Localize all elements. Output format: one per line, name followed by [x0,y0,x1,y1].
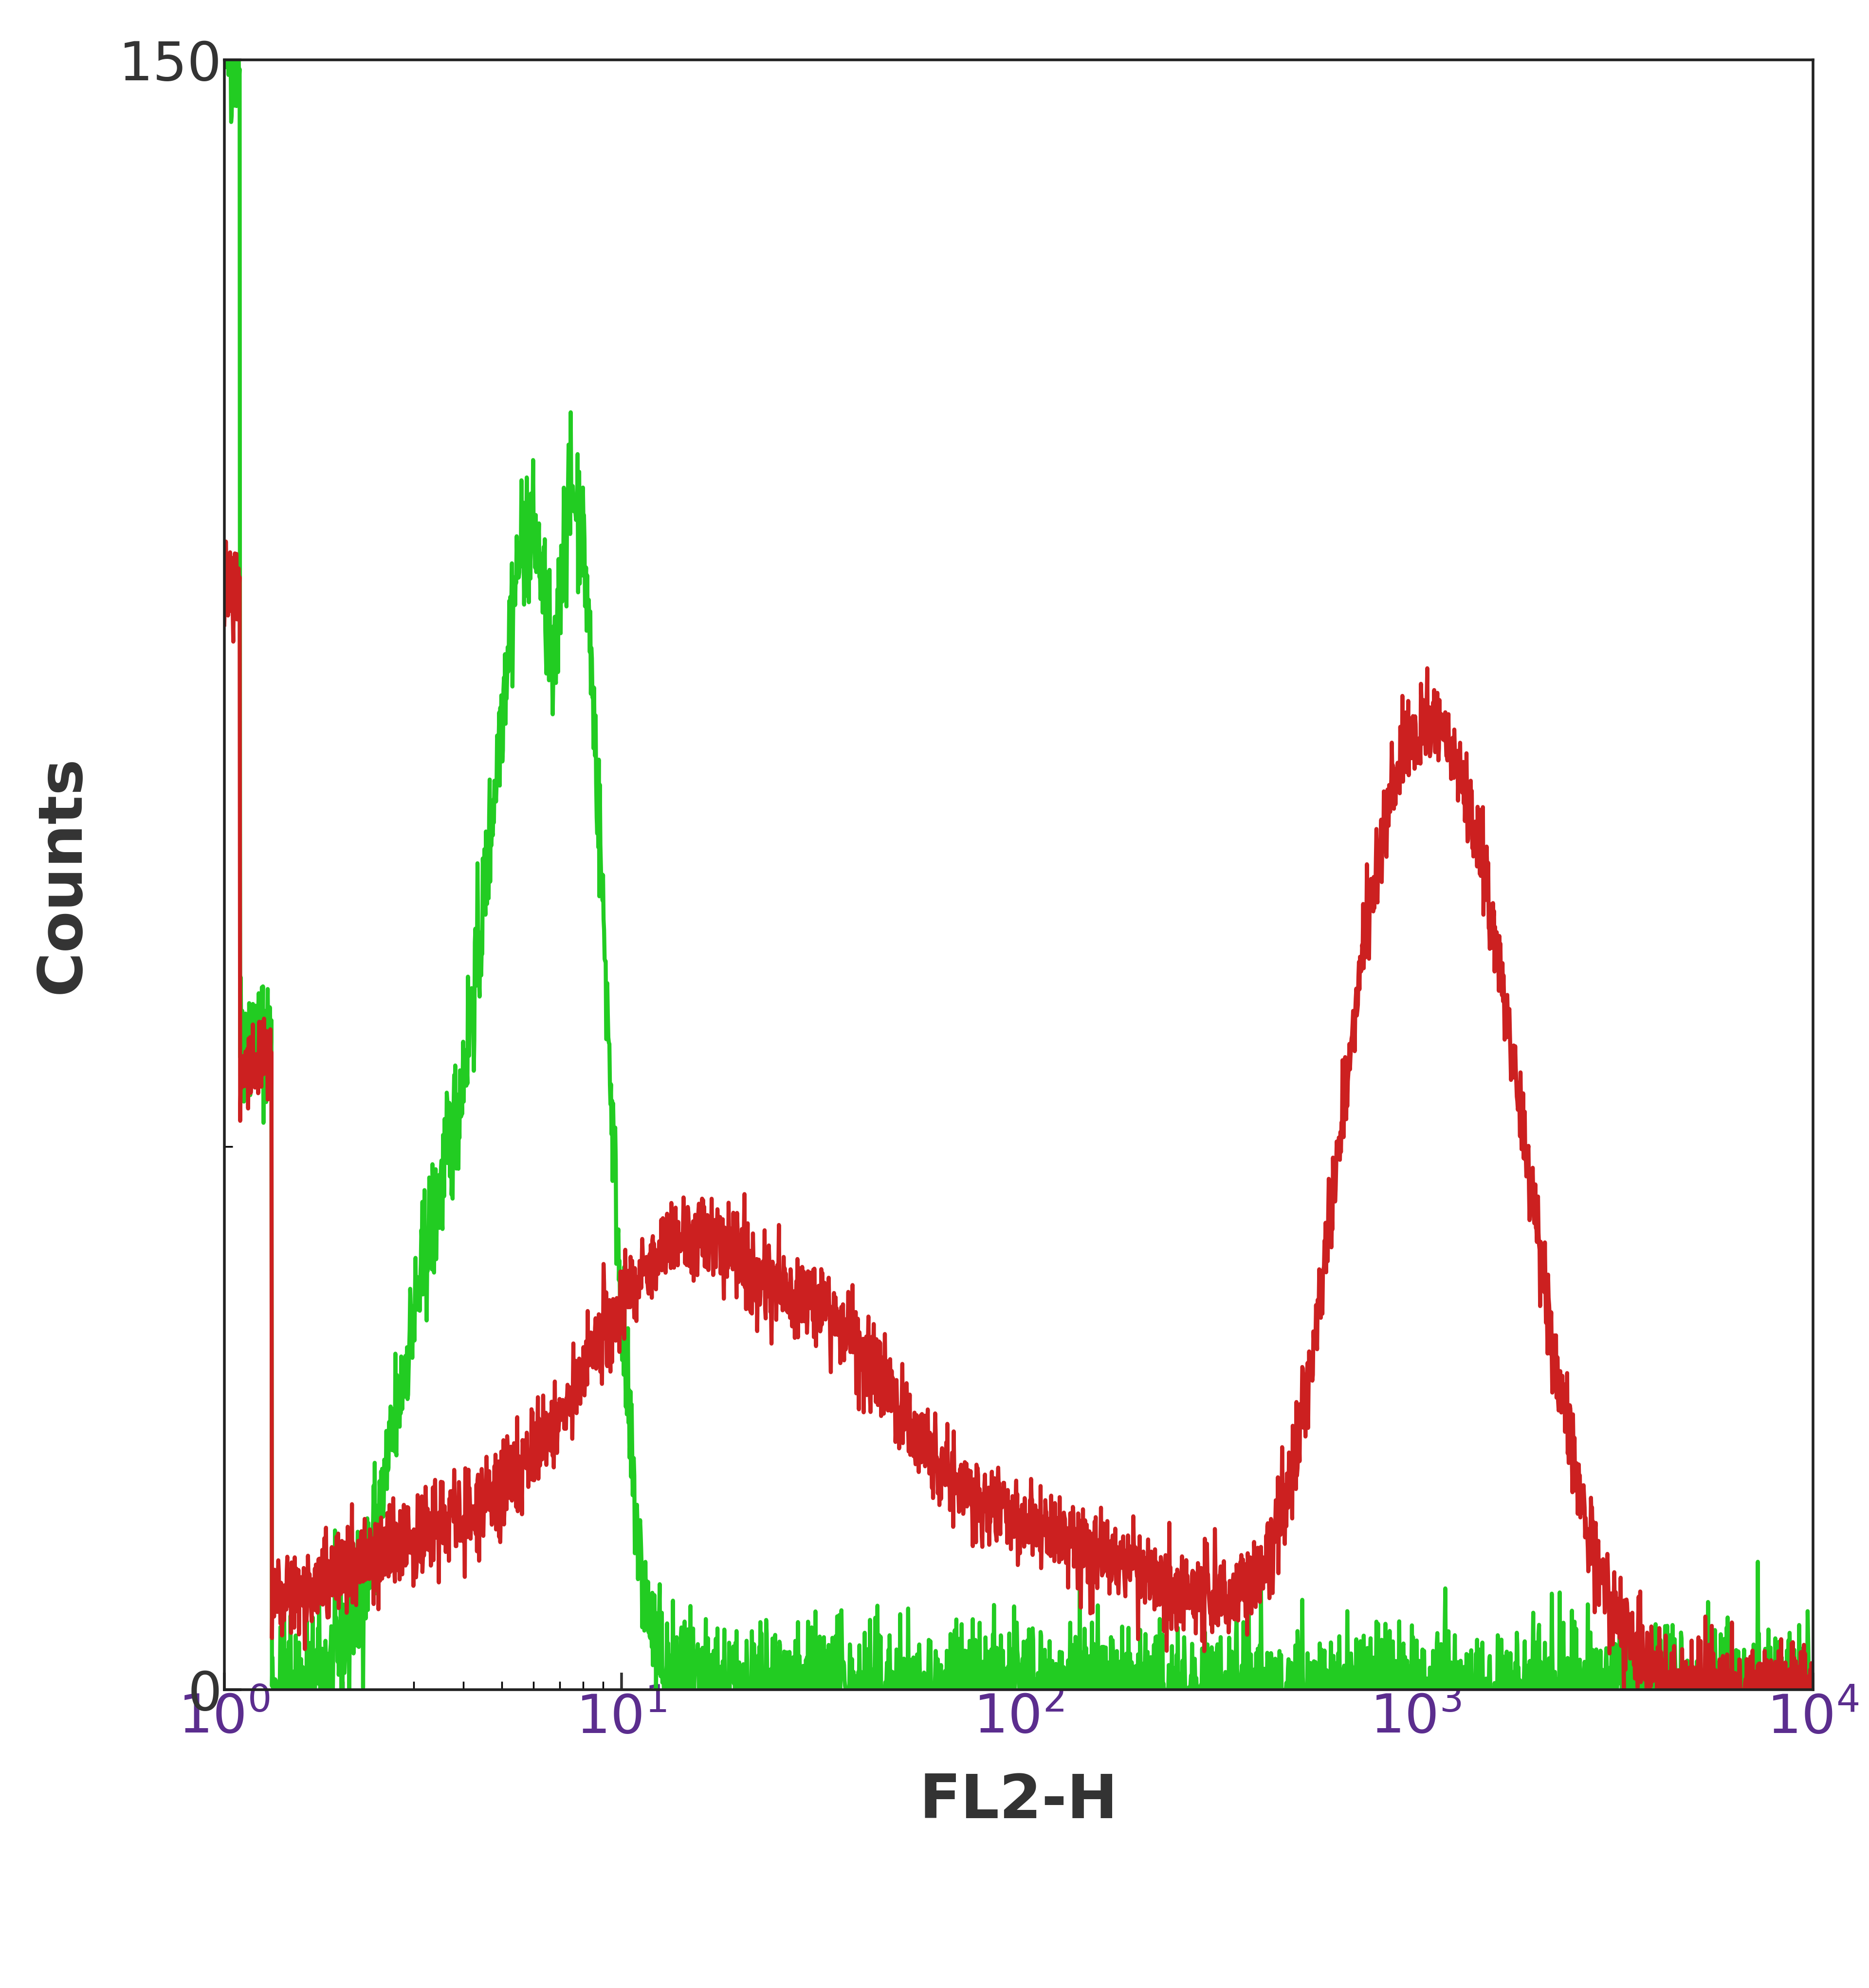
Y-axis label: Counts: Counts [34,755,92,994]
X-axis label: FL2-H: FL2-H [920,1771,1118,1831]
